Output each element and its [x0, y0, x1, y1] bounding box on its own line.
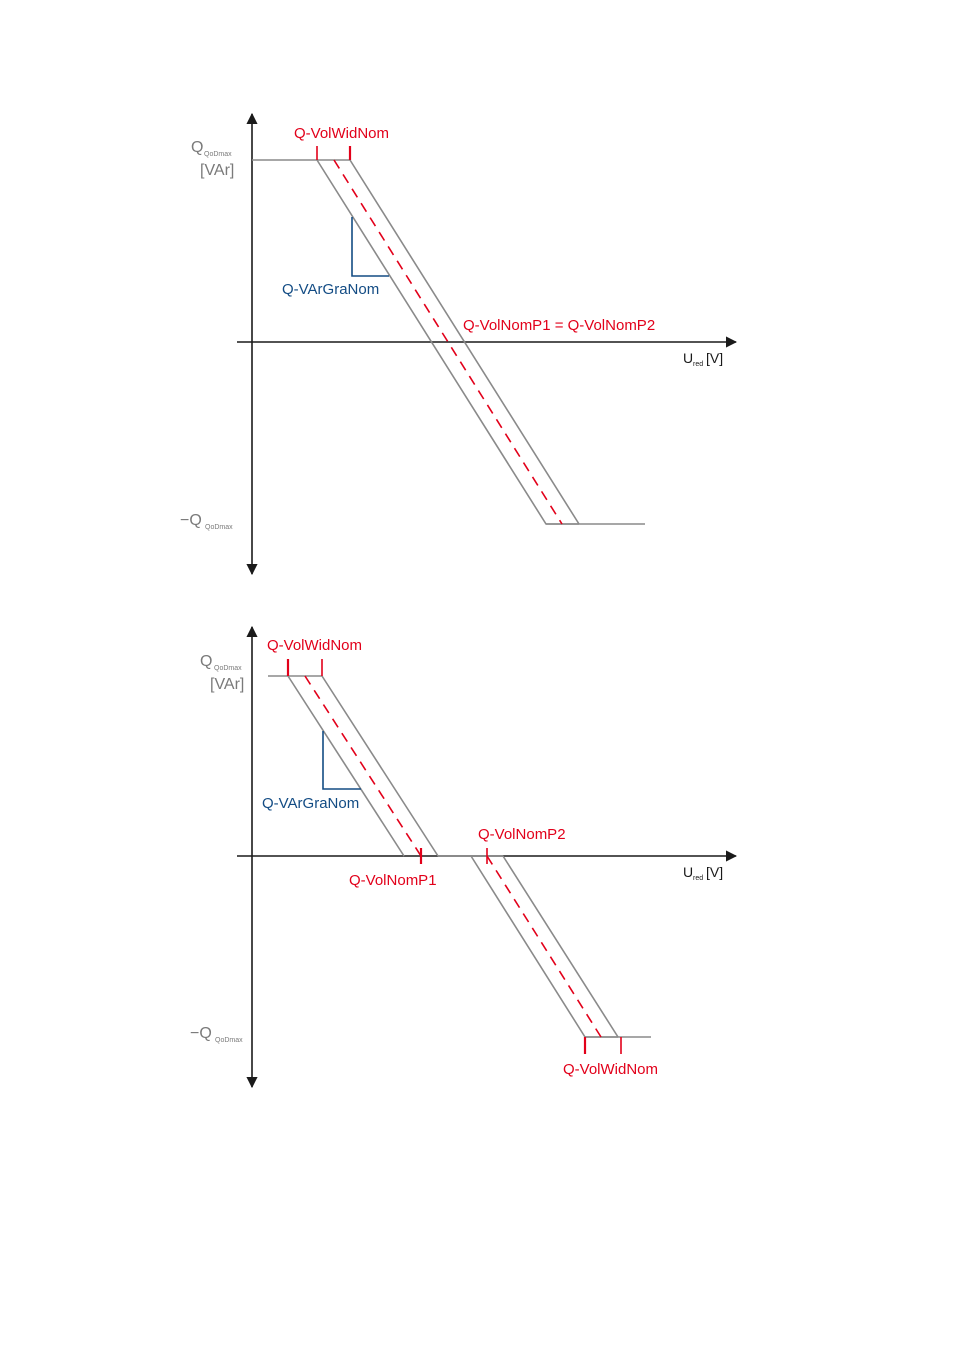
bottom-characteristic-line-2 [486, 855, 602, 1038]
bottom-x-axis-unit: [V] [706, 864, 723, 880]
bottom-band-upper-1 [268, 675, 439, 857]
top-diagram: Q QoDmax [VAr] −Q QoDmax U red [V] Q-Vol… [180, 112, 738, 576]
bottom-diagram: Q QoDmax [VAr] −Q QoDmax U red [V] Q-Vol… [190, 625, 738, 1089]
bottom-characteristic-line-1 [304, 675, 422, 857]
bottom-band-upper-2 [502, 855, 619, 1038]
bottom-y-axis-subscript: QoDmax [214, 665, 242, 672]
top-width-label: Q-VolWidNom [294, 125, 389, 142]
top-y-axis-symbol: Q [191, 139, 203, 156]
bottom-width-label-top: Q-VolWidNom [267, 637, 362, 654]
top-y-axis-subscript: QoDmax [204, 151, 232, 158]
top-y-axis-unit: [VAr] [200, 162, 234, 179]
top-x-axis-subscript: red [693, 361, 703, 368]
bottom-x-axis-symbol: U [683, 864, 693, 880]
bottom-y-axis-unit: [VAr] [210, 676, 244, 693]
top-y-min-label: −Q [180, 512, 202, 529]
top-y-min-subscript: QoDmax [205, 524, 233, 531]
bottom-nominal-p1-label: Q-VolNomP1 [349, 872, 437, 889]
bottom-gradient-label: Q-VArGraNom [262, 795, 359, 812]
bottom-x-axis-subscript: red [693, 875, 703, 882]
bottom-band-lower-1 [287, 675, 405, 857]
bottom-width-label-bottom: Q-VolWidNom [563, 1061, 658, 1078]
bottom-y-axis-symbol: Q [200, 653, 212, 670]
top-gradient-triangle [351, 217, 389, 277]
bottom-y-min-label: −Q [190, 1025, 212, 1042]
top-x-axis-unit: [V] [706, 350, 723, 366]
top-x-axis-symbol: U [683, 350, 693, 366]
bottom-y-min-subscript: QoDmax [215, 1037, 243, 1044]
bottom-nominal-p2-label: Q-VolNomP2 [478, 826, 566, 843]
top-gradient-label: Q-VArGraNom [282, 281, 379, 298]
top-characteristic-line [333, 159, 563, 525]
bottom-gradient-triangle [322, 731, 361, 790]
top-nominal-label: Q-VolNomP1 = Q-VolNomP2 [463, 317, 655, 334]
